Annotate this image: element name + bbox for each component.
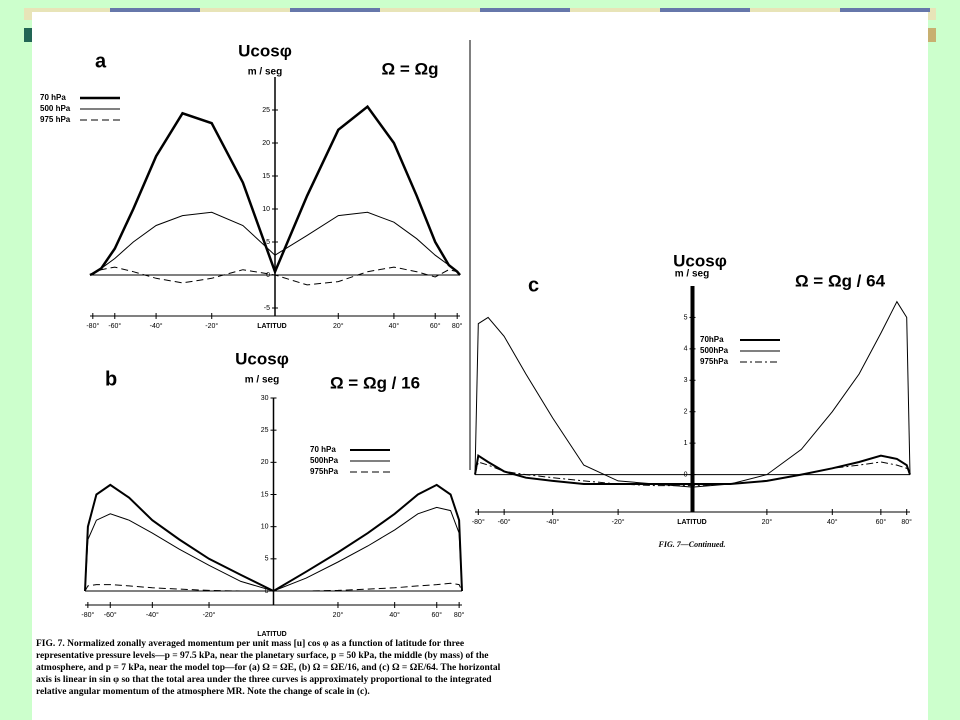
- y-tick-label: 1: [684, 440, 688, 447]
- legend-label: 500hPa: [700, 346, 729, 355]
- x-tick-label: 60°: [876, 518, 887, 526]
- x-axis-label: LATITUD: [257, 631, 286, 638]
- series-line: [84, 582, 463, 592]
- y-tick-label: 10: [261, 524, 269, 531]
- x-tick-label: 40°: [389, 611, 400, 619]
- legend-label: 70hPa: [700, 335, 724, 344]
- x-tick-label: -40°: [546, 518, 559, 526]
- series-line: [89, 266, 461, 286]
- y-tick-label: 25: [262, 107, 270, 114]
- legend-label: 975hPa: [700, 357, 729, 366]
- series-line: [89, 104, 461, 277]
- y-tick-label: 10: [262, 206, 270, 213]
- chart-title: Ucosφ: [673, 251, 727, 270]
- chart-title: Ucosφ: [235, 349, 289, 368]
- x-tick-label: -20°: [203, 611, 216, 619]
- series-line: [474, 300, 911, 488]
- panel-label: a: [95, 50, 107, 72]
- x-tick-label: 60°: [430, 322, 441, 330]
- x-tick-label: -20°: [205, 322, 218, 330]
- x-tick-label: 80°: [452, 322, 463, 330]
- annotation: Ω = Ωg: [381, 59, 438, 78]
- top-stripes: [24, 8, 936, 42]
- legend-label: 70 hPa: [40, 93, 66, 102]
- unit-label: m / seg: [248, 67, 282, 78]
- y-tick-label: 30: [261, 395, 269, 402]
- annotation: Ω = Ωg / 64: [795, 271, 886, 290]
- y-tick-label: 20: [262, 140, 270, 147]
- y-tick-label: -5: [264, 305, 270, 312]
- figure-panel: [32, 12, 928, 720]
- x-tick-label: 40°: [827, 518, 838, 526]
- x-tick-label: 40°: [389, 322, 400, 330]
- y-tick-label: 15: [261, 491, 269, 498]
- x-tick-label: 20°: [762, 518, 773, 526]
- legend-label: 500 hPa: [40, 104, 71, 113]
- x-tick-label: -60°: [104, 611, 117, 619]
- unit-label: m / seg: [245, 375, 279, 386]
- legend-label: 70 hPa: [310, 445, 336, 454]
- x-axis-label: LATITUD: [677, 519, 706, 526]
- x-tick-label: -40°: [146, 611, 159, 619]
- y-tick-label: 0: [266, 272, 270, 279]
- series-line: [474, 461, 911, 487]
- x-tick-label: -40°: [150, 322, 163, 330]
- y-tick-label: 5: [265, 556, 269, 563]
- x-tick-label: 20°: [333, 322, 344, 330]
- x-tick-label: -20°: [612, 518, 625, 526]
- y-tick-label: 4: [684, 346, 688, 353]
- x-tick-label: 60°: [431, 611, 442, 619]
- legend-label: 975hPa: [310, 467, 339, 476]
- y-tick-label: 0: [684, 471, 688, 478]
- x-tick-label: -80°: [472, 518, 485, 526]
- y-tick-label: 5: [684, 314, 688, 321]
- y-tick-label: 3: [684, 377, 688, 384]
- y-tick-label: 15: [262, 173, 270, 180]
- y-tick-label: 5: [266, 239, 270, 246]
- y-tick-label: 20: [261, 459, 269, 466]
- series-line: [89, 211, 461, 276]
- chart-title: Ucosφ: [238, 41, 292, 60]
- x-tick-label: 20°: [333, 611, 344, 619]
- legend-label: 500hPa: [310, 456, 339, 465]
- x-tick-label: 80°: [454, 611, 465, 619]
- continued-caption: FIG. 7—Continued.: [658, 540, 726, 549]
- panel-label: c: [528, 274, 539, 296]
- unit-label: m / seg: [675, 269, 709, 280]
- x-tick-label: -80°: [81, 611, 94, 619]
- y-tick-label: 0: [265, 588, 269, 595]
- y-tick-label: 2: [684, 409, 688, 416]
- y-tick-label: 25: [261, 427, 269, 434]
- panel-label: b: [105, 368, 117, 390]
- legend-label: 975 hPa: [40, 115, 71, 124]
- x-tick-label: -60°: [108, 322, 121, 330]
- annotation: Ω = Ωg / 16: [330, 373, 420, 392]
- x-tick-label: 80°: [901, 518, 912, 526]
- caption: FIG. 7. Normalized zonally averaged mome…: [36, 639, 501, 697]
- x-axis-label: LATITUD: [257, 323, 286, 330]
- x-tick-label: -60°: [498, 518, 511, 526]
- x-tick-label: -80°: [86, 322, 99, 330]
